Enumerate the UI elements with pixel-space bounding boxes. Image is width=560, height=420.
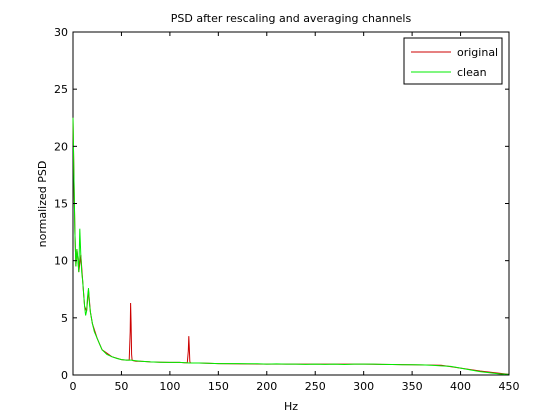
y-tick-label-10: 10 xyxy=(54,255,68,268)
x-tick-label-50: 50 xyxy=(114,380,128,393)
y-axis-label: normalized PSD xyxy=(36,161,49,248)
x-tick-label-200: 200 xyxy=(256,380,277,393)
x-tick-label-350: 350 xyxy=(402,380,423,393)
legend-box xyxy=(403,37,503,85)
chart-title: PSD after rescaling and averaging channe… xyxy=(171,12,412,25)
x-tick-label-300: 300 xyxy=(353,380,374,393)
legend: original clean xyxy=(403,37,503,85)
legend-label-clean: clean xyxy=(457,66,487,79)
y-tick-label-15: 15 xyxy=(54,198,68,211)
series-layer xyxy=(72,117,510,375)
y-tick-label-25: 25 xyxy=(54,83,68,96)
x-tick-label-0: 0 xyxy=(70,380,77,393)
x-tick-label-100: 100 xyxy=(159,380,180,393)
series-line-clean xyxy=(72,117,510,375)
x-tick-label-450: 450 xyxy=(499,380,520,393)
x-axis-label: Hz xyxy=(284,400,298,413)
y-tick-label-20: 20 xyxy=(54,140,68,153)
x-tick-label-250: 250 xyxy=(305,380,326,393)
x-tick-label-400: 400 xyxy=(450,380,471,393)
y-tick-label-5: 5 xyxy=(61,312,68,325)
x-tick-label-150: 150 xyxy=(208,380,229,393)
legend-label-original: original xyxy=(457,46,498,59)
y-tick-label-0: 0 xyxy=(61,369,68,382)
y-tick-label-30: 30 xyxy=(54,26,68,39)
ticks-layer: 0 50 100 150 200 250 300 350 400 450 0 5 10 15 20 25 30 xyxy=(54,26,520,393)
plot-area xyxy=(72,31,510,376)
